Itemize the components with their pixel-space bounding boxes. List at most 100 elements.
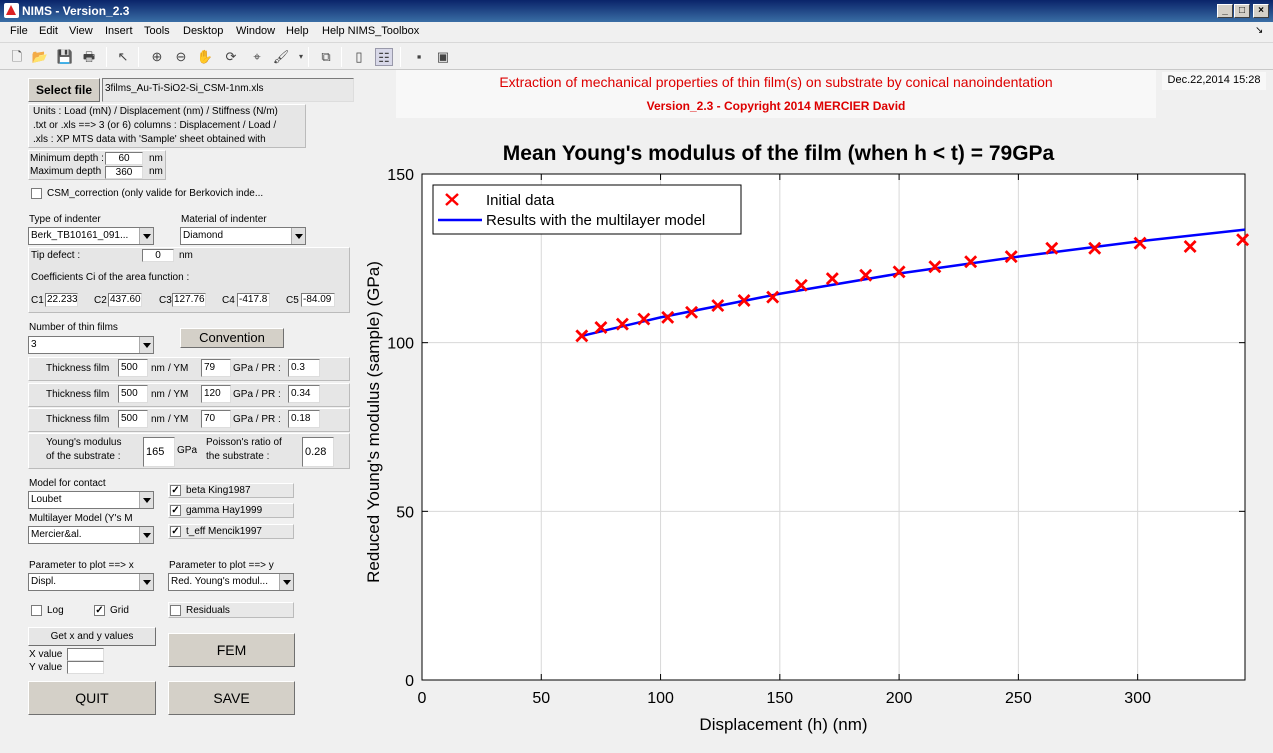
coeff-label: Coefficients Ci of the area function : (31, 272, 190, 283)
new-file-icon[interactable]: 🗋 (11, 49, 23, 64)
rotate-3d-icon[interactable]: ⟳ (225, 49, 237, 64)
gamma-hay-checkbox[interactable]: ✓ (170, 505, 181, 516)
link-icon[interactable]: ⧉ (321, 49, 331, 64)
quit-button[interactable]: QUIT (28, 681, 156, 715)
c2-input[interactable]: 437.60 (108, 293, 142, 307)
chevron-down-icon (139, 337, 153, 353)
t-eff-mencik-checkbox[interactable]: ✓ (170, 526, 181, 537)
select-file-button[interactable]: Select file (28, 78, 100, 102)
menu-edit[interactable]: Edit (39, 25, 58, 37)
beta-king-checkbox[interactable]: ✓ (170, 485, 181, 496)
menu-desktop[interactable]: Desktop (183, 25, 224, 37)
x-tick-label: 200 (886, 690, 913, 707)
multilayer-model-label: Multilayer Model (Y's M (29, 513, 133, 524)
save-icon[interactable]: 💾 (56, 49, 74, 64)
help-line-xls: .xls : XP MTS data with 'Sample' sheet o… (33, 134, 266, 145)
film3-pr-input[interactable]: 0.18 (288, 410, 320, 428)
convention-button[interactable]: Convention (180, 328, 284, 348)
brush-icon[interactable]: 🖌 (272, 49, 290, 64)
film2-ym-input[interactable]: 120 (201, 385, 231, 403)
indenter-material-select[interactable]: Diamond (180, 227, 306, 245)
grid-checkbox[interactable]: ✓ (94, 605, 105, 616)
film2-pr-input[interactable]: 0.34 (288, 385, 320, 403)
zoom-out-icon[interactable]: ⊖ (175, 49, 187, 64)
min-depth-label: Minimum depth : (30, 153, 104, 164)
plot-area[interactable]: 0 50 100 150 200 250 300 0 50 100 150 Mean Young's… (364, 118, 1273, 753)
print-icon[interactable]: 🖶 (82, 49, 96, 64)
film2-thickness-label: Thickness film (46, 389, 110, 400)
fem-button[interactable]: FEM (168, 633, 295, 667)
chevron-down-icon (139, 492, 153, 508)
c1-input[interactable]: 22.233 (45, 293, 78, 307)
data-point (711, 299, 725, 313)
substrate-pr-input[interactable]: 0.28 (302, 437, 334, 467)
close-icon[interactable]: × (1253, 4, 1269, 18)
menu-help-nims-toolbox[interactable]: Help NIMS_Toolbox (322, 25, 420, 37)
minimize-icon[interactable]: _ (1217, 4, 1233, 18)
menu-file[interactable]: File (10, 25, 28, 37)
substrate-ym-input[interactable]: 165 (143, 437, 175, 467)
max-depth-input[interactable]: 360 (105, 166, 143, 179)
c4-input[interactable]: -417.8 (237, 293, 270, 307)
chevron-down-icon (279, 574, 293, 590)
t-eff-mencik-label: t_eff Mencik1997 (186, 526, 262, 537)
film2-thickness-input[interactable]: 500 (118, 385, 148, 403)
menu-tools[interactable]: Tools (144, 25, 170, 37)
x-tick-label: 300 (1124, 690, 1151, 707)
film1-pr-input[interactable]: 0.3 (288, 359, 320, 377)
c3-input[interactable]: 127.76 (172, 293, 206, 307)
indenter-material-value: Diamond (183, 230, 224, 241)
depth-box (28, 150, 166, 180)
indenter-type-value: Berk_TB10161_091... (31, 230, 129, 241)
film3-thickness-label: Thickness film (46, 414, 110, 425)
data-point (766, 290, 780, 304)
pointer-icon[interactable]: ↖ (117, 49, 129, 64)
max-depth-unit: nm (149, 166, 163, 177)
save-button[interactable]: SAVE (168, 681, 295, 715)
window-title: NIMS - Version_2.3 (22, 4, 130, 18)
x-param-select[interactable]: Displ. (28, 573, 154, 591)
contact-model-select[interactable]: Loubet (28, 491, 154, 509)
film1-thickness-input[interactable]: 500 (118, 359, 148, 377)
chart-svg[interactable]: 0 50 100 150 200 250 300 0 50 100 150 Mean Young's… (364, 118, 1273, 753)
data-point (892, 265, 906, 279)
min-depth-input[interactable]: 60 (105, 152, 143, 165)
film2-ym-label: / YM (168, 389, 189, 400)
pan-hand-icon[interactable]: ✋ (196, 49, 214, 64)
log-checkbox[interactable] (31, 605, 42, 616)
menu-view[interactable]: View (69, 25, 93, 37)
data-point (615, 317, 629, 331)
data-point (964, 255, 978, 269)
dock-arrow-icon[interactable]: ↘ (1255, 25, 1264, 36)
chevron-down-icon (139, 228, 153, 244)
multilayer-model-select[interactable]: Mercier&al. (28, 526, 154, 544)
film-count-value: 3 (31, 339, 37, 350)
indenter-type-select[interactable]: Berk_TB10161_091... (28, 227, 154, 245)
get-xy-button[interactable]: Get x and y values (28, 627, 156, 646)
csm-checkbox[interactable] (31, 188, 42, 199)
menu-insert[interactable]: Insert (105, 25, 133, 37)
menu-help[interactable]: Help (286, 25, 309, 37)
film-count-select[interactable]: 3 (28, 336, 154, 354)
tip-defect-input[interactable]: 0 (142, 249, 174, 262)
film3-thickness-input[interactable]: 500 (118, 410, 148, 428)
y-param-value: Red. Young's modul... (171, 576, 268, 587)
open-folder-icon[interactable]: 📂 (31, 49, 49, 64)
data-point (737, 294, 751, 307)
c5-input[interactable]: -84.09 (301, 293, 335, 307)
show-plot-tools-icon[interactable]: ▣ (436, 49, 450, 64)
data-cursor-icon[interactable]: ⌖ (253, 49, 261, 64)
brush-dropdown-icon[interactable]: ▾ (298, 52, 303, 61)
maximize-icon[interactable]: □ (1234, 4, 1250, 18)
menu-window[interactable]: Window (236, 25, 276, 37)
film1-ym-input[interactable]: 79 (201, 359, 231, 377)
zoom-in-icon[interactable]: ⊕ (151, 49, 163, 64)
colorbar-icon[interactable]: ▯ (355, 49, 363, 64)
substrate-ym-label-2: of the substrate : (46, 451, 121, 462)
legend-icon[interactable]: ☷ (375, 48, 393, 66)
hide-plot-tools-icon[interactable]: ▪ (416, 49, 422, 64)
legend-multilayer-model: Results with the multilayer model (486, 212, 705, 229)
film3-ym-input[interactable]: 70 (201, 410, 231, 428)
y-param-select[interactable]: Red. Young's modul... (168, 573, 294, 591)
residuals-checkbox[interactable] (170, 605, 181, 616)
